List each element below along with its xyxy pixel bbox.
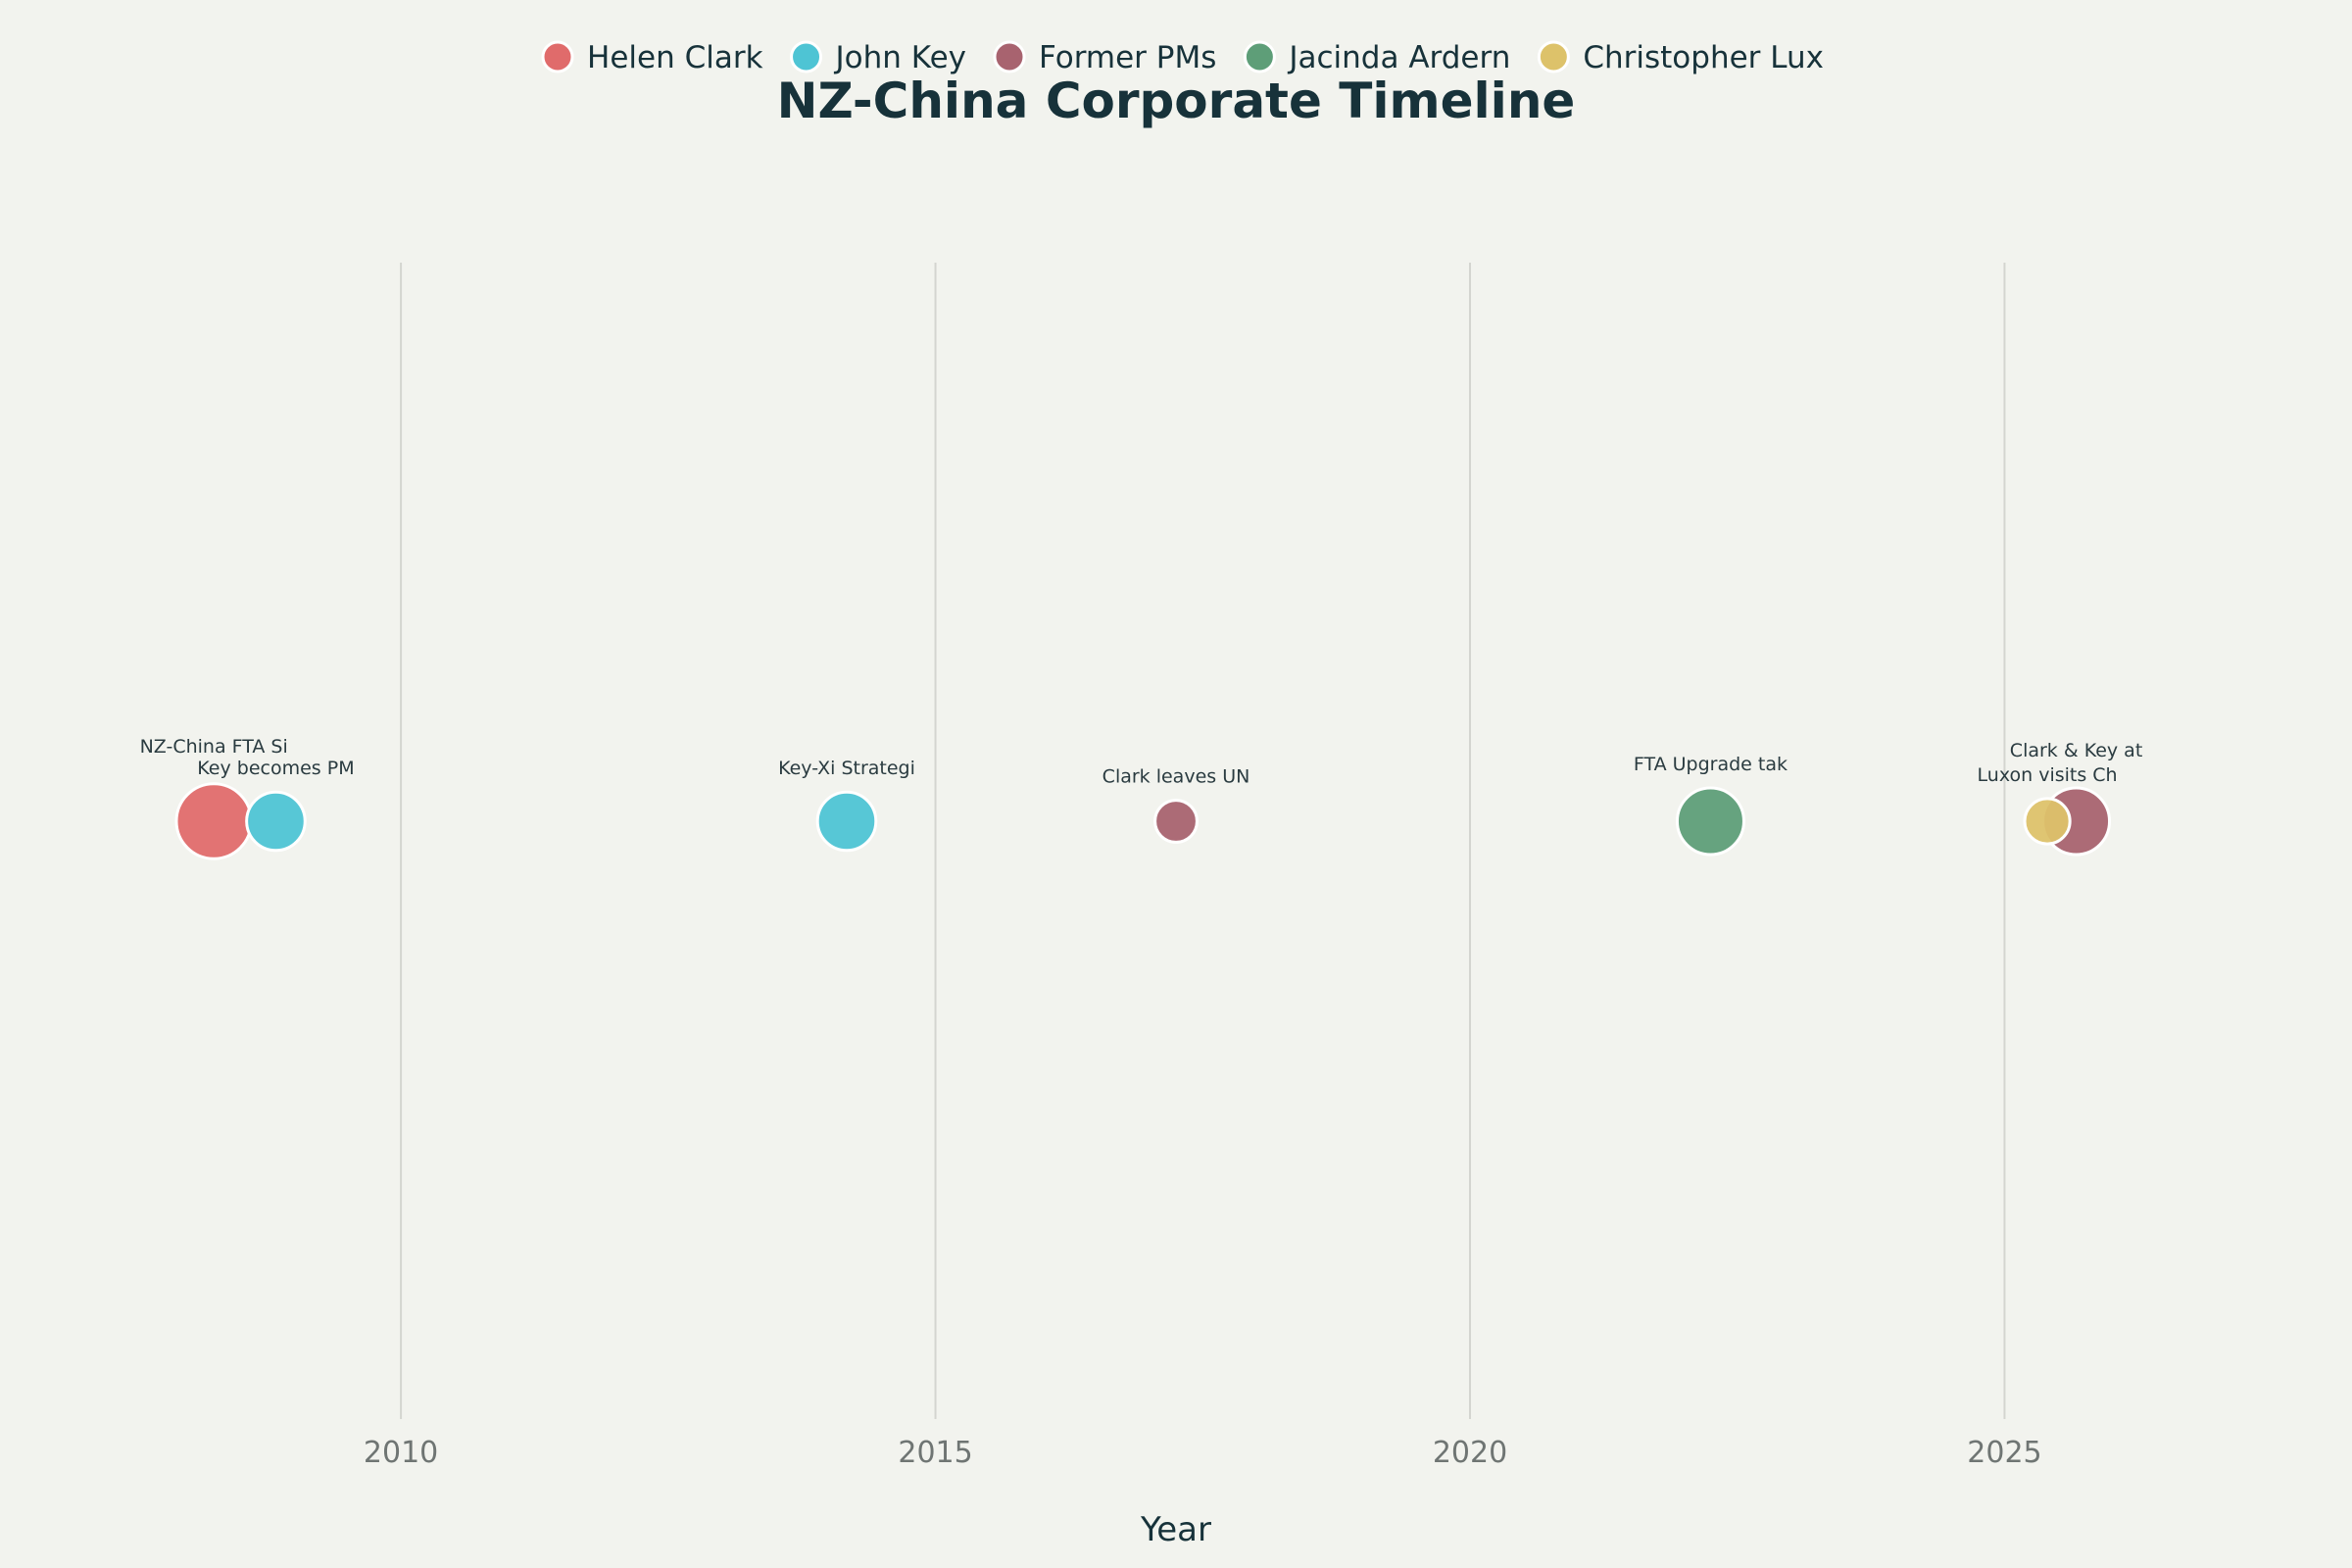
point-label: Clark & Key at bbox=[2010, 740, 2142, 761]
data-point[interactable] bbox=[1153, 799, 1199, 844]
legend: Helen Clark John Key Former PMs Jacinda Ard… bbox=[541, 40, 1824, 75]
point-label: FTA Upgrade tak bbox=[1634, 754, 1788, 775]
legend-label: John Key bbox=[834, 40, 966, 75]
legend-label: Jacinda Ardern bbox=[1287, 40, 1510, 75]
data-points bbox=[174, 782, 2112, 860]
legend-marker bbox=[1243, 40, 1276, 74]
legend-marker bbox=[541, 40, 574, 74]
chart-title: NZ-China Corporate Timeline bbox=[777, 73, 1576, 129]
legend-label: Christopher Lux bbox=[1583, 40, 1824, 75]
legend-item[interactable]: John Key bbox=[790, 40, 966, 75]
legend-item[interactable]: Helen Clark bbox=[541, 40, 763, 75]
point-label: Key-Xi Strategi bbox=[778, 758, 915, 779]
legend-item[interactable]: Jacinda Ardern bbox=[1243, 40, 1510, 75]
x-axis-label: Year bbox=[1140, 1510, 1211, 1549]
data-point[interactable] bbox=[1675, 786, 1745, 857]
legend-label: Helen Clark bbox=[587, 40, 763, 75]
data-point[interactable] bbox=[174, 782, 253, 860]
point-label: NZ-China FTA Si bbox=[140, 736, 288, 758]
x-tick-label: 2020 bbox=[1433, 1436, 1507, 1470]
grid-lines bbox=[400, 263, 2006, 1419]
point-label: Luxon visits Ch bbox=[1978, 764, 2118, 786]
legend-marker bbox=[993, 40, 1026, 74]
legend-item[interactable]: Christopher Lux bbox=[1537, 40, 1824, 75]
legend-item[interactable]: Former PMs bbox=[993, 40, 1216, 75]
legend-marker bbox=[1537, 40, 1570, 74]
legend-label: Former PMs bbox=[1039, 40, 1216, 75]
x-tick-label: 2015 bbox=[898, 1436, 972, 1470]
x-tick-label: 2010 bbox=[364, 1436, 438, 1470]
x-tick-label: 2025 bbox=[1967, 1436, 2041, 1470]
x-axis-ticks: 2010 2015 2020 2025 bbox=[364, 1436, 2042, 1470]
point-label: Clark leaves UN bbox=[1102, 766, 1250, 788]
data-point[interactable] bbox=[815, 790, 878, 853]
point-label: Key becomes PM bbox=[197, 758, 354, 779]
data-point[interactable] bbox=[2023, 797, 2072, 846]
data-point[interactable] bbox=[245, 790, 307, 853]
legend-marker bbox=[790, 40, 823, 74]
